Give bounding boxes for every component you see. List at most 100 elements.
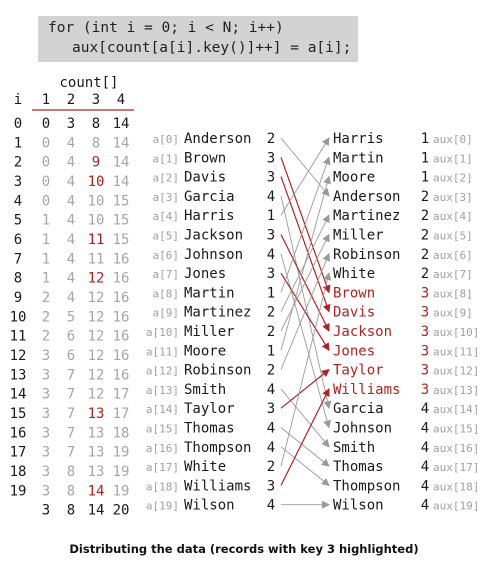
a-index-label: a[14] [146, 403, 179, 416]
count-cell: 6 [67, 348, 75, 364]
count-cell: 8 [67, 483, 75, 499]
a-record-key: 4 [267, 189, 275, 205]
aux-index-label: aux[11] [433, 345, 479, 358]
a-record-key: 2 [267, 305, 275, 321]
aux-index-label: aux[13] [433, 384, 479, 397]
a-record-name: Wilson [184, 498, 235, 514]
count-cell: 14 [113, 155, 130, 171]
count-cell: 2 [42, 309, 50, 325]
count-cell: 3 [42, 464, 50, 480]
aux-record-key: 1 [421, 170, 429, 186]
row-index-label: 7 [14, 251, 22, 267]
count-cell: 1 [42, 213, 50, 229]
aux-record-key: 1 [421, 150, 429, 166]
count-cell: 4 [67, 135, 75, 151]
a-record-key: 4 [267, 247, 275, 263]
row-index-label: 5 [14, 213, 22, 229]
move-arrow [280, 137, 330, 216]
count-cell: 14 [113, 135, 130, 151]
count-cell: 12 [88, 290, 105, 306]
move-arrow [280, 156, 331, 293]
a-index-label: a[16] [146, 442, 179, 455]
count-column-header: 3 [92, 92, 100, 108]
row-index-label: 3 [14, 174, 22, 190]
count-cell: 11 [88, 251, 105, 267]
a-record-name: Brown [184, 150, 226, 166]
move-arrow [280, 388, 330, 448]
count-cell: 3 [67, 116, 75, 132]
a-index-label: a[10] [146, 326, 179, 339]
a-record-name: White [184, 459, 226, 475]
move-arrow [280, 233, 330, 332]
count-column-header: 2 [67, 92, 75, 108]
a-record-name: Thomas [184, 421, 235, 437]
aux-index-label: aux[5] [433, 230, 473, 243]
a-record-key: 2 [267, 131, 275, 147]
aux-index-label: aux[3] [433, 191, 473, 204]
a-index-label: a[2] [153, 172, 180, 185]
aux-record-key: 3 [421, 363, 429, 379]
a-record-key: 4 [267, 440, 275, 456]
count-cell: 3 [42, 503, 50, 519]
code-line-for-loop: for (int i = 0; i < N; i++) [48, 20, 284, 36]
a-index-label: a[9] [153, 307, 180, 320]
count-cell: 1 [42, 271, 50, 287]
count-cell: 8 [92, 135, 100, 151]
a-record-key: 1 [267, 343, 275, 359]
count-cell: 3 [42, 367, 50, 383]
aux-record-key: 2 [421, 247, 429, 263]
a-index-label: a[1] [153, 152, 180, 165]
count-cell: 7 [67, 406, 75, 422]
count-cell: 0 [42, 174, 50, 190]
a-record-key: 3 [267, 150, 275, 166]
count-cell: 0 [42, 155, 50, 171]
aux-record-name: Garcia [333, 401, 384, 417]
aux-record-name: Johnson [333, 421, 392, 437]
row-index-label: 1 [14, 135, 22, 151]
count-cell: 7 [67, 425, 75, 441]
aux-index-label: aux[19] [433, 500, 479, 513]
count-cell: 1 [42, 232, 50, 248]
count-cell: 15 [113, 232, 130, 248]
a-record-key: 2 [267, 459, 275, 475]
aux-record-key: 3 [421, 324, 429, 340]
aux-record-name: Davis [333, 305, 375, 321]
count-cell: 17 [113, 387, 130, 403]
a-record-name: Thompson [184, 440, 251, 456]
count-cell: 7 [67, 367, 75, 383]
count-cell: 20 [113, 503, 130, 519]
aux-index-label: aux[12] [433, 365, 479, 378]
count-cell: 3 [42, 445, 50, 461]
count-cell: 17 [113, 406, 130, 422]
count-column-header: 1 [42, 92, 50, 108]
count-cell: 13 [88, 425, 105, 441]
count-cell: 16 [113, 348, 130, 364]
count-cell: 12 [88, 329, 105, 345]
a-record-name: Robinson [184, 363, 251, 379]
aux-record-key: 4 [421, 401, 429, 417]
move-arrow [280, 446, 330, 487]
count-array-title: count[] [59, 75, 118, 91]
aux-index-label: aux[17] [433, 461, 479, 474]
a-record-key: 3 [267, 228, 275, 244]
count-cell: 7 [67, 445, 75, 461]
aux-record-name: Taylor [333, 363, 384, 379]
aux-record-name: Wilson [333, 498, 384, 514]
aux-record-key: 2 [421, 266, 429, 282]
a-record-name: Taylor [184, 401, 235, 417]
a-index-label: a[13] [146, 384, 179, 397]
row-index-label: 13 [10, 367, 27, 383]
aux-record-name: Thompson [333, 478, 400, 494]
a-record-name: Garcia [184, 189, 235, 205]
a-record-name: Martinez [184, 305, 251, 321]
aux-index-label: aux[9] [433, 307, 473, 320]
count-cell: 4 [67, 193, 75, 209]
aux-record-key: 3 [421, 285, 429, 301]
count-cell: 2 [42, 290, 50, 306]
a-index-label: a[6] [153, 249, 180, 262]
move-arrow [280, 253, 331, 429]
highlighted-move-arrow [280, 388, 330, 486]
count-cell: 14 [113, 116, 130, 132]
aux-record-name: White [333, 266, 375, 282]
